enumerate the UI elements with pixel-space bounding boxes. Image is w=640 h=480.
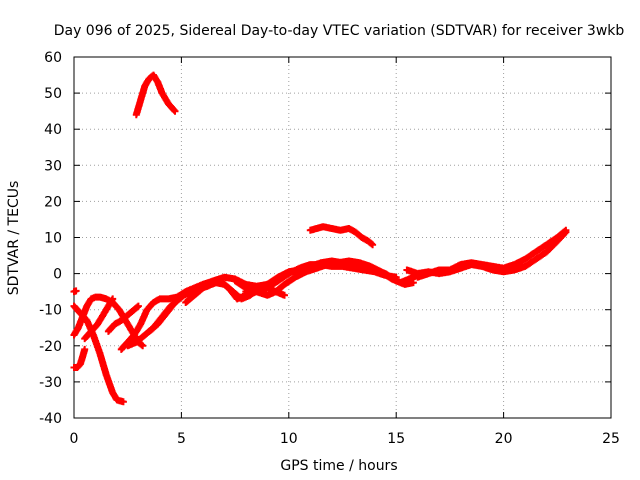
y-tick-label: 40 — [44, 122, 62, 138]
x-tick-label: 20 — [495, 431, 513, 447]
series-markers — [414, 226, 570, 281]
series-arc-5 — [81, 295, 117, 343]
series-arc-4 — [70, 302, 127, 406]
x-tick-label: 10 — [280, 431, 298, 447]
series-arc-14 — [306, 223, 377, 249]
series-markers — [132, 71, 179, 119]
y-tick-label: 10 — [44, 231, 62, 247]
chart-title: Day 096 of 2025, Sidereal Day-to-day VTE… — [54, 23, 625, 39]
series-arc-2 — [70, 345, 89, 371]
y-tick-label: 20 — [44, 194, 62, 210]
series-arc-16 — [414, 226, 570, 281]
series-markers — [306, 223, 377, 249]
y-axis-ticks: -40 -30 -20 -10 0 10 20 30 40 50 60 — [39, 50, 611, 427]
series-arc-15 — [403, 228, 570, 278]
y-tick-label: 50 — [44, 86, 62, 102]
series-markers — [70, 302, 127, 406]
series-markers — [70, 345, 89, 371]
series-arc-6 — [104, 302, 142, 335]
series-arc-10 — [132, 71, 179, 119]
y-axis-label: SDTVAR / TECUs — [6, 181, 22, 296]
x-tick-label: 25 — [602, 431, 620, 447]
y-tick-label: -30 — [39, 375, 62, 391]
x-axis-ticks: 0 5 10 15 20 25 — [70, 57, 620, 447]
series-arc-13 — [242, 257, 417, 296]
series-markers — [242, 257, 417, 296]
y-tick-label: 30 — [44, 158, 62, 174]
y-tick-label: -20 — [39, 339, 62, 355]
y-tick-label: -40 — [39, 411, 62, 427]
x-tick-label: 0 — [70, 431, 79, 447]
series-markers — [70, 287, 80, 296]
series-markers — [104, 302, 142, 335]
series-markers — [81, 295, 117, 343]
data-points — [70, 71, 570, 406]
y-tick-label: 60 — [44, 50, 62, 66]
series-markers — [403, 228, 570, 278]
x-axis-label: GPS time / hours — [280, 458, 397, 474]
grid-lines — [74, 57, 611, 418]
x-tick-label: 5 — [177, 431, 186, 447]
y-tick-label: -10 — [39, 303, 62, 319]
series-arc-1 — [70, 287, 80, 296]
x-tick-label: 15 — [387, 431, 405, 447]
y-tick-label: 0 — [53, 267, 62, 283]
